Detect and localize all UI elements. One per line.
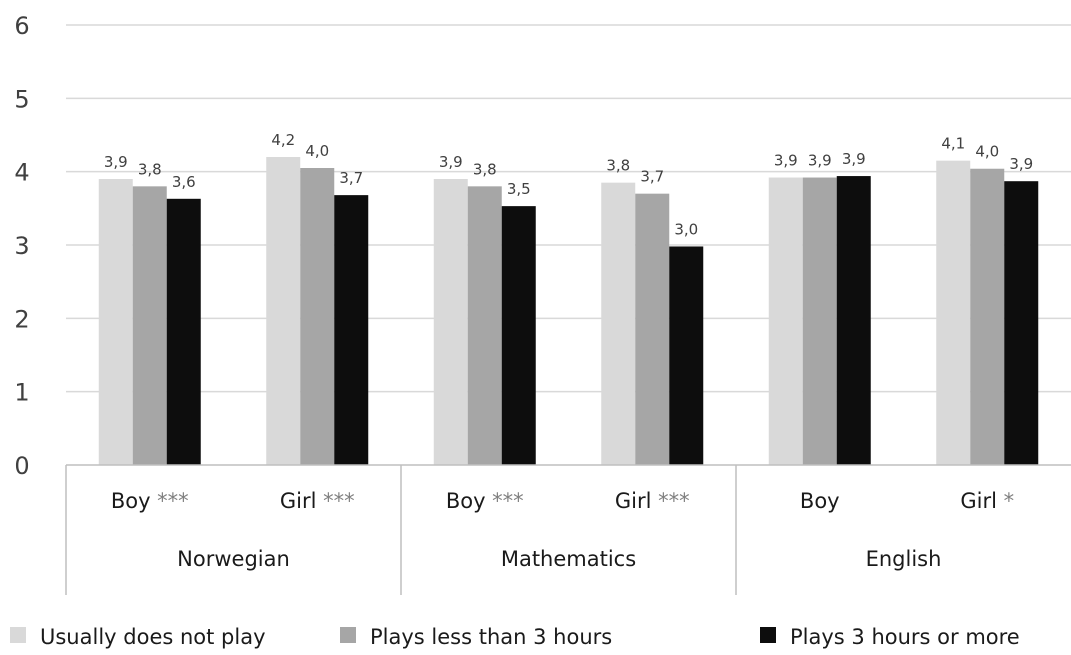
group-label: Mathematics [501,547,636,571]
y-tick-label: 1 [14,379,29,407]
significance-stars: * [997,489,1014,513]
y-axis-ticks: 0 1 2 3 4 5 6 [14,12,29,480]
x-axis: Boy *** Girl *** Boy *** Girl *** Boy Girl *N… [65,464,1071,595]
bar [334,195,369,465]
bar [802,177,837,466]
data-label: 3,8 [606,157,630,175]
bar [166,198,201,466]
significance-stars: *** [486,489,524,513]
bar [936,160,971,465]
group-label: English [866,547,942,571]
data-label: 3,9 [808,152,832,170]
data-label: 3,6 [172,173,196,191]
group-label: Norwegian [177,547,290,571]
data-label: 3,8 [473,160,497,178]
bar [501,206,536,465]
data-label: 4,0 [305,142,329,160]
bar [970,168,1005,465]
category-name: Girl [280,489,317,513]
significance-stars: *** [151,489,189,513]
y-tick-label: 2 [14,305,29,333]
bar [1004,181,1039,465]
legend-swatch [340,627,356,643]
bar [98,179,133,465]
y-tick-label: 5 [14,85,29,113]
bar [836,176,871,466]
significance-stars: *** [651,489,689,513]
legend-label: Plays less than 3 hours [370,625,612,649]
data-label: 4,2 [271,131,295,149]
category-label: Girl * [960,489,1014,513]
data-label: 3,0 [674,220,698,238]
data-label: 3,9 [104,153,128,171]
bar [768,177,803,466]
data-label: 3,7 [640,168,664,186]
category-label: Boy *** [446,489,524,513]
category-name: Boy [800,489,840,513]
category-name: Boy [111,489,151,513]
legend-swatch [760,627,776,643]
bar [669,246,704,465]
y-tick-label: 6 [14,12,29,40]
data-label: 3,9 [439,153,463,171]
gridlines [66,24,1071,393]
bar [433,179,468,465]
y-tick-label: 0 [14,452,29,480]
legend-label: Usually does not play [40,625,266,649]
bar [467,186,502,466]
data-label: 3,7 [339,169,363,187]
significance-stars: *** [316,489,354,513]
bar [132,186,167,466]
category-label: Girl *** [280,489,355,513]
y-tick-label: 3 [14,232,29,260]
data-label: 3,8 [138,160,162,178]
data-label: 3,9 [774,152,798,170]
bar [601,182,636,465]
bar [300,168,335,465]
data-label: 3,9 [1009,155,1033,173]
legend: Usually does not play Plays less than 3 h… [10,625,1020,649]
category-name: Boy [446,489,486,513]
category-label: Boy *** [111,489,189,513]
category-name: Girl [960,489,997,513]
data-labels: 3,9 3,8 3,6 4,2 4,0 3,7 3,9 3,8 3,5 3,8 3,7 3,0 3,9 3… [104,131,1033,238]
category-label: Boy [800,489,840,513]
bars [98,157,1039,466]
bar [635,193,670,465]
data-label: 4,0 [975,143,999,161]
data-label: 3,5 [507,180,531,198]
y-tick-label: 4 [14,159,29,187]
data-label: 3,9 [842,150,866,168]
category-name: Girl [615,489,652,513]
category-label: Girl *** [615,489,690,513]
legend-swatch [10,627,26,643]
legend-label: Plays 3 hours or more [790,625,1020,649]
data-label: 4,1 [941,135,965,153]
bar [266,157,301,465]
